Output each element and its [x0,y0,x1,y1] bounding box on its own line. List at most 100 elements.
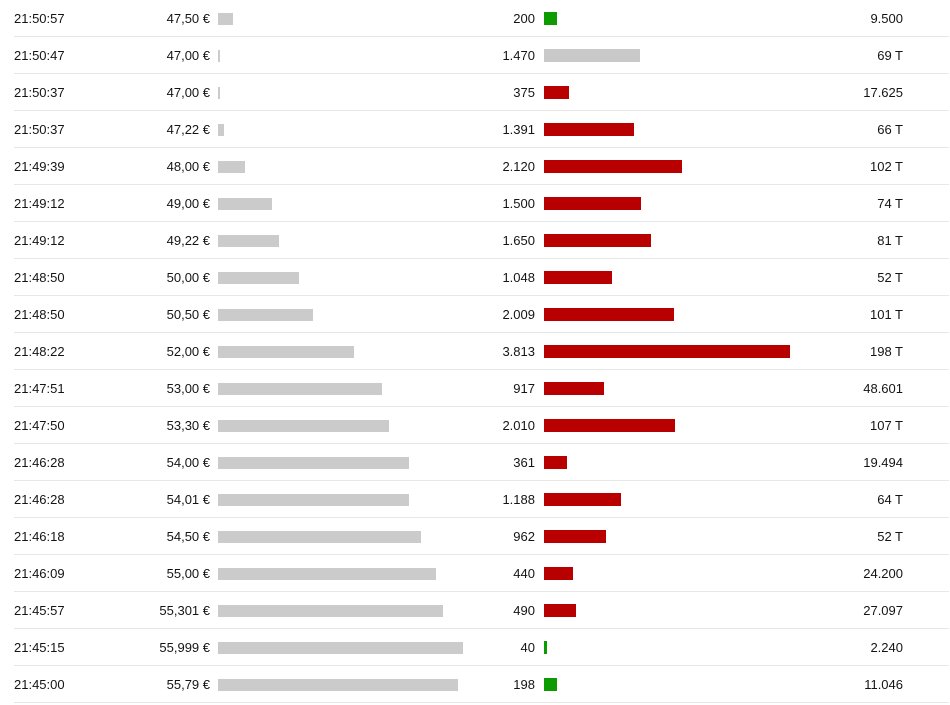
trade-price: 48,00 € [166,159,210,174]
trade-time: 21:48:50 [14,307,65,322]
trade-turnover: 101 T [869,307,903,322]
volume-bar-down [544,567,573,580]
price-bar [218,456,409,469]
trade-price: 55,301 € [159,603,210,618]
trade-turnover: 66 T [877,122,903,137]
price-bar [218,567,436,580]
price-bar [218,86,220,99]
trade-time: 21:49:12 [14,196,65,211]
trade-row: 21:48:22 52,00 € 3.813 198 T [0,333,950,370]
trade-price: 47,00 € [166,85,210,100]
volume-bar-track [544,271,794,284]
trade-price: 47,00 € [166,48,210,63]
trade-volume: 1.650 [502,233,535,248]
price-bar-track [218,271,470,284]
volume-bar-down [544,271,612,284]
trade-price: 50,00 € [166,270,210,285]
volume-bar-track [544,604,794,617]
volume-bar-neutral [544,49,640,62]
trade-turnover: 74 T [877,196,903,211]
volume-bar-down [544,345,790,358]
volume-bar-track [544,382,794,395]
trade-turnover: 107 T [869,418,903,433]
trade-row: 21:48:50 50,00 € 1.048 52 T [0,259,950,296]
trade-row: 21:45:57 55,301 € 490 27.097 [0,592,950,629]
trade-time: 21:45:57 [14,603,65,618]
trade-row: 21:46:28 54,00 € 361 19.494 [0,444,950,481]
price-bar [218,123,224,136]
price-bar-track [218,382,470,395]
trade-turnover: 52 T [877,270,903,285]
trade-volume: 917 [513,381,535,396]
trade-price: 54,00 € [166,455,210,470]
trade-row: 21:47:50 53,30 € 2.010 107 T [0,407,950,444]
price-bar [218,234,279,247]
volume-bar-down [544,604,576,617]
volume-bar-down [544,308,674,321]
trade-row: 21:45:15 55,999 € 40 2.240 [0,629,950,666]
trade-turnover: 64 T [877,492,903,507]
trade-row: 21:50:47 47,00 € 1.470 69 T [0,37,950,74]
volume-bar-track [544,641,794,654]
trade-price: 47,50 € [166,11,210,26]
trade-row: 21:50:37 47,00 € 375 17.625 [0,74,950,111]
volume-bar-track [544,86,794,99]
volume-bar-up [544,641,547,654]
trade-volume: 2.010 [502,418,535,433]
volume-bar-track [544,123,794,136]
trade-time: 21:45:15 [14,640,65,655]
price-bar [218,308,313,321]
trade-volume: 361 [513,455,535,470]
trade-price: 54,50 € [166,529,210,544]
trade-turnover: 81 T [877,233,903,248]
trade-turnover: 198 T [869,344,903,359]
trade-turnover: 11.046 [864,677,903,692]
trade-turnover: 19.494 [863,455,903,470]
trade-row: 21:46:09 55,00 € 440 24.200 [0,555,950,592]
trade-price: 49,00 € [166,196,210,211]
trade-volume: 440 [513,566,535,581]
price-bar-track [218,12,470,25]
volume-bar-track [544,493,794,506]
price-bar-track [218,456,470,469]
trade-time: 21:49:12 [14,233,65,248]
trade-row: 21:49:12 49,22 € 1.650 81 T [0,222,950,259]
trade-time: 21:46:18 [14,529,65,544]
trade-row: 21:47:51 53,00 € 917 48.601 [0,370,950,407]
volume-bar-down [544,86,569,99]
price-bar [218,160,245,173]
volume-bar-track [544,12,794,25]
price-bar [218,197,272,210]
trade-volume: 962 [513,529,535,544]
trade-volume: 40 [520,640,535,655]
trade-turnover: 48.601 [863,381,903,396]
volume-bar-down [544,419,675,432]
volume-bar-down [544,382,604,395]
trade-price: 50,50 € [166,307,210,322]
volume-bar-down [544,160,682,173]
trade-volume: 490 [513,603,535,618]
trade-turnover: 2.240 [870,640,903,655]
volume-bar-track [544,308,794,321]
trade-turnover: 27.097 [863,603,903,618]
trade-row: 21:50:37 47,22 € 1.391 66 T [0,111,950,148]
trade-time: 21:50:37 [14,85,65,100]
trade-time: 21:50:57 [14,11,65,26]
trade-price: 54,01 € [166,492,210,507]
trade-volume: 200 [513,11,535,26]
price-bar [218,345,354,358]
price-bar-track [218,567,470,580]
trade-price: 55,00 € [166,566,210,581]
volume-bar-up [544,12,557,25]
price-bar [218,604,443,617]
price-bar [218,49,220,62]
price-bar [218,530,421,543]
price-bar-track [218,197,470,210]
price-bar-track [218,641,470,654]
trade-turnover: 24.200 [863,566,903,581]
trade-time: 21:48:22 [14,344,65,359]
volume-bar-track [544,567,794,580]
trade-volume: 1.470 [502,48,535,63]
volume-bar-up [544,678,557,691]
